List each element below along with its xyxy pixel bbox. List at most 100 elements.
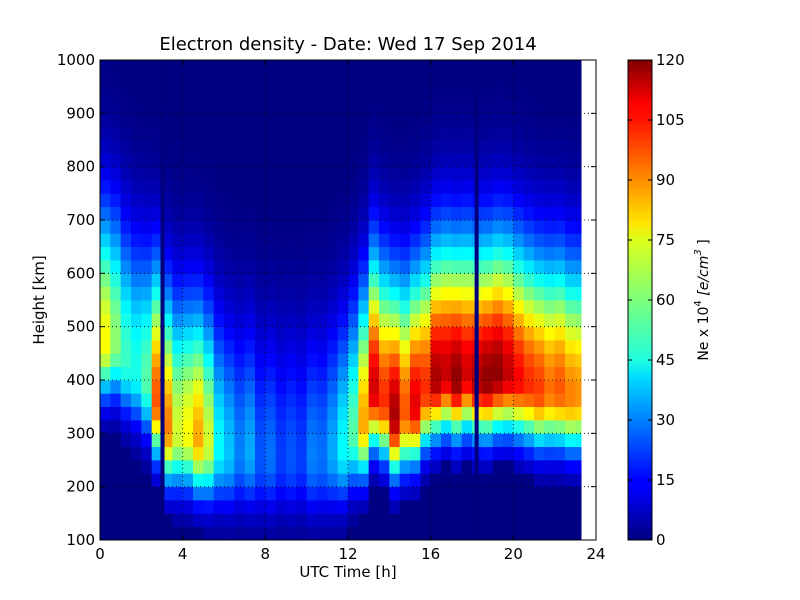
heatmap-cell [172,326,184,341]
heatmap-cell [182,246,194,261]
data-gap-stripe [160,60,165,540]
colorbar-tick-label: 15 [656,471,675,489]
heatmap-cell [461,300,473,314]
heatmap-cell [358,326,370,341]
heatmap-cell [389,140,401,154]
heatmap-cell [275,73,287,88]
heatmap-cell [286,286,297,301]
heatmap-cell [141,73,153,88]
heatmap-cell [244,326,256,341]
heatmap-cell [482,393,494,408]
heatmap-cell [544,86,556,101]
heatmap-cell [203,166,215,181]
heatmap-cell [224,340,235,354]
heatmap-cell [244,473,256,488]
heatmap-cell [151,246,163,261]
heatmap-cell [131,233,142,248]
heatmap-cell [286,433,297,448]
heatmap-cell [565,193,576,208]
heatmap-cell [544,246,556,261]
heatmap-cell [120,193,132,208]
heatmap-cell [348,246,359,261]
heatmap-cell [451,486,463,501]
heatmap-cell [451,113,463,128]
heatmap-cell [523,180,535,194]
heatmap-cell [337,366,349,381]
heatmap-cell [565,206,576,221]
heatmap-cell [172,126,184,141]
heatmap-cell [554,380,566,394]
heatmap-cell [110,313,122,328]
heatmap-cell [441,340,452,354]
heatmap-cell [565,126,576,141]
heatmap-cell [534,446,545,461]
heatmap-cell [244,460,256,474]
heatmap-cell [141,500,153,514]
x-axis: 0 4 8 12 16 20 24 [95,60,606,563]
heatmap-cell [575,313,582,328]
heatmap-cell [348,100,359,114]
heatmap-cell [193,433,204,448]
heatmap-cell [141,273,153,288]
heatmap-cell [255,180,266,194]
heatmap-cell [482,460,494,474]
heatmap-cell [368,500,380,514]
heatmap-cell [451,380,463,394]
heatmap-cell [523,86,535,101]
heatmap-cell [348,353,359,368]
heatmap-cell [100,166,111,181]
heatmap-cell [213,206,225,221]
heatmap-cell [379,233,390,248]
heatmap-cell [461,406,473,421]
heatmap-cell [451,60,463,74]
heatmap-cell [368,380,380,394]
heatmap-cell [296,500,308,514]
heatmap-cell [482,260,494,274]
heatmap-cell [275,153,287,168]
heatmap-cell [203,526,215,541]
heatmap-cell [131,340,142,354]
heatmap-cell [286,260,297,274]
heatmap-cell [348,460,359,474]
heatmap-cell [317,326,328,341]
heatmap-cell [110,513,122,528]
heatmap-cell [544,500,556,514]
heatmap-cell [451,300,463,314]
heatmap-cell [255,286,266,301]
heatmap-cell [275,286,287,301]
heatmap-cell [461,73,473,88]
heatmap-cell [162,180,173,194]
heatmap-cell [275,113,287,128]
heatmap-cell [286,153,297,168]
heatmap-cell [110,193,122,208]
heatmap-cell [410,233,421,248]
y-axis-label: Height [km] [30,255,48,344]
heatmap-cell [575,393,582,408]
heatmap-cell [482,100,494,114]
heatmap-cell [461,206,473,221]
heatmap-cell [410,366,421,381]
heatmap-cell [213,300,225,314]
heatmap-cell [265,420,277,434]
heatmap-cell [203,180,215,194]
heatmap-cell [296,273,308,288]
heatmap-cell [141,260,153,274]
heatmap-cell [306,353,318,368]
heatmap-cell [203,326,215,341]
heatmap-cell [503,140,514,154]
heatmap-cell [213,420,225,434]
heatmap-cell [430,166,442,181]
heatmap-cell [348,500,359,514]
heatmap-cell [461,420,473,434]
heatmap-cell [100,326,111,341]
heatmap-cell [358,486,370,501]
heatmap-cell [131,140,142,154]
heatmap-cell [162,340,173,354]
heatmap-cell [100,60,111,74]
heatmap-cell [430,300,442,314]
heatmap-cell [337,526,349,541]
heatmap-cell [100,473,111,488]
heatmap-cell [441,393,452,408]
heatmap-cell [544,446,556,461]
heatmap-cell [193,113,204,128]
